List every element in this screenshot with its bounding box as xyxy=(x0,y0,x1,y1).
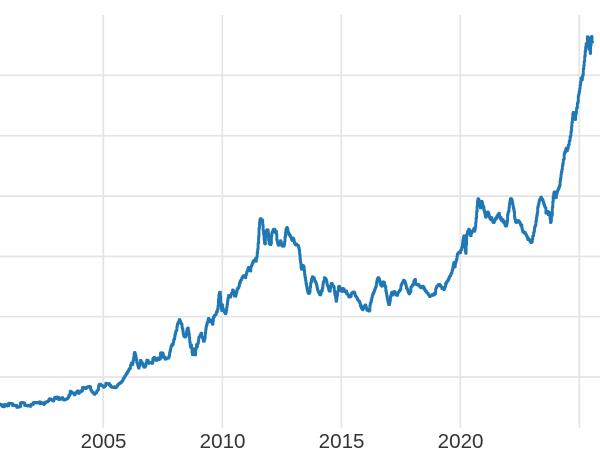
svg-text:2005: 2005 xyxy=(81,430,127,450)
svg-text:2015: 2015 xyxy=(319,430,365,450)
svg-text:2010: 2010 xyxy=(200,430,246,450)
svg-text:2020: 2020 xyxy=(438,430,484,450)
